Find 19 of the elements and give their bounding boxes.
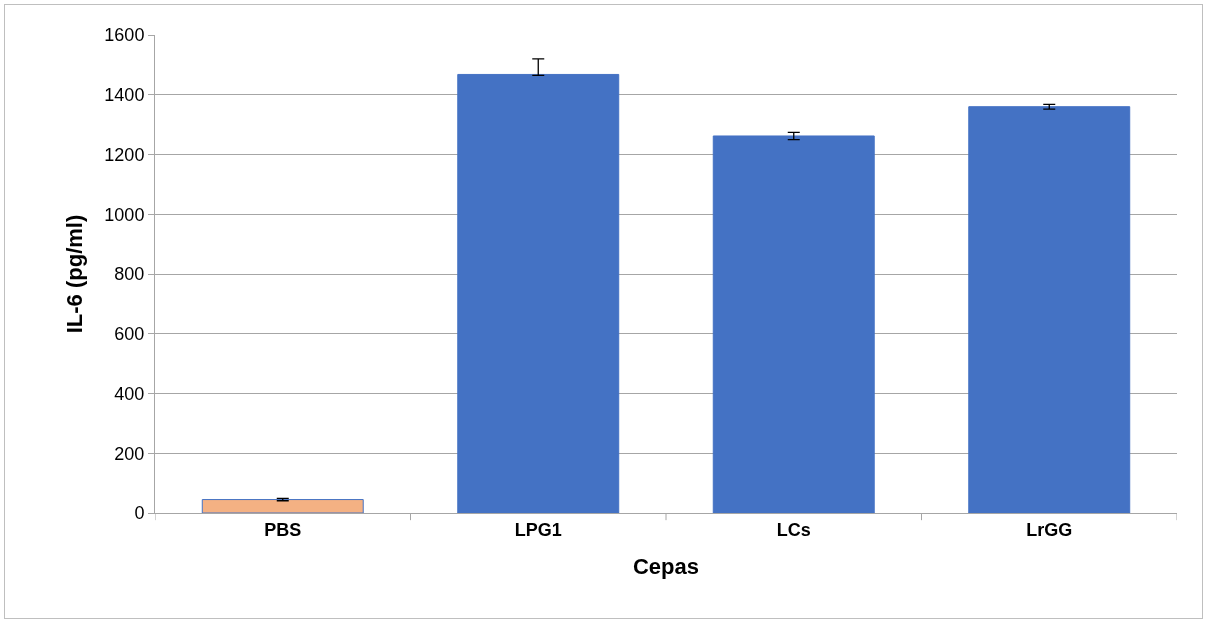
y-tick-label: 200: [114, 443, 145, 464]
bar: [712, 135, 875, 513]
x-tick-label: PBS: [264, 519, 302, 540]
y-tick-label: 800: [114, 264, 145, 285]
y-axis-title: IL-6 (pg/ml): [62, 214, 88, 334]
y-tick-label: 1200: [104, 144, 145, 165]
bar: [968, 106, 1131, 513]
bar: [457, 73, 620, 513]
y-tick-label: 0: [134, 503, 145, 524]
y-tick-label: 400: [114, 383, 145, 404]
y-tick-label: 1000: [104, 204, 145, 225]
x-tick-label: LrGG: [1026, 519, 1073, 540]
x-tick-label: LPG1: [514, 519, 562, 540]
x-tick-label: LCs: [776, 519, 811, 540]
y-tick-label: 600: [114, 324, 145, 345]
y-tick-label: 1600: [104, 25, 145, 46]
y-tick-label: 1400: [104, 85, 145, 106]
x-axis-title: Cepas: [632, 554, 700, 580]
bar: [201, 499, 364, 513]
